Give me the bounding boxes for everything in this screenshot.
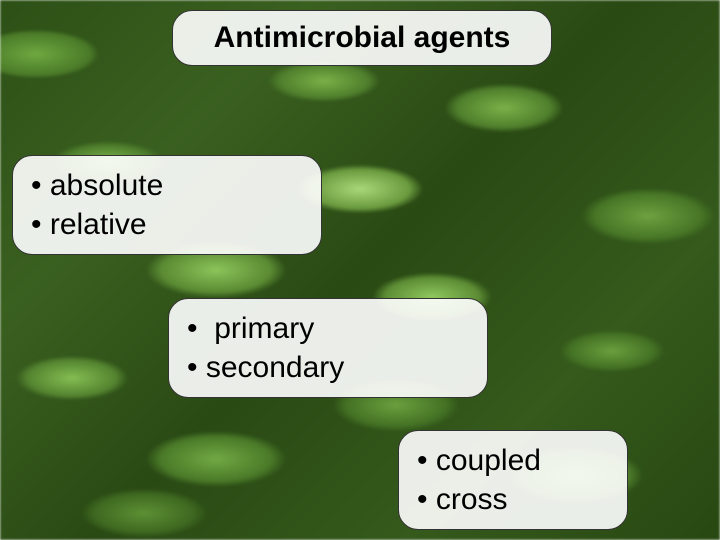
list-1: absolute relative xyxy=(31,166,303,244)
box-primary-secondary: primary secondary xyxy=(168,298,488,398)
list-3: coupled cross xyxy=(417,441,609,519)
list-item: primary xyxy=(187,309,469,348)
box-absolute-relative: absolute relative xyxy=(12,155,322,255)
list-item: coupled xyxy=(417,441,609,480)
slide-title: Antimicrobial agents xyxy=(191,21,533,55)
list-item: relative xyxy=(31,205,303,244)
box-coupled-cross: coupled cross xyxy=(398,430,628,530)
title-card: Antimicrobial agents xyxy=(172,10,552,66)
list-item: cross xyxy=(417,480,609,519)
list-2: primary secondary xyxy=(187,309,469,387)
list-item: secondary xyxy=(187,348,469,387)
list-item: absolute xyxy=(31,166,303,205)
